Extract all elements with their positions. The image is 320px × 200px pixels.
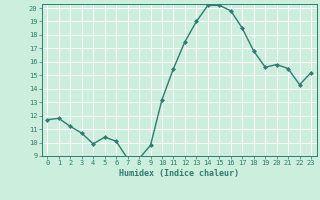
X-axis label: Humidex (Indice chaleur): Humidex (Indice chaleur) [119,169,239,178]
